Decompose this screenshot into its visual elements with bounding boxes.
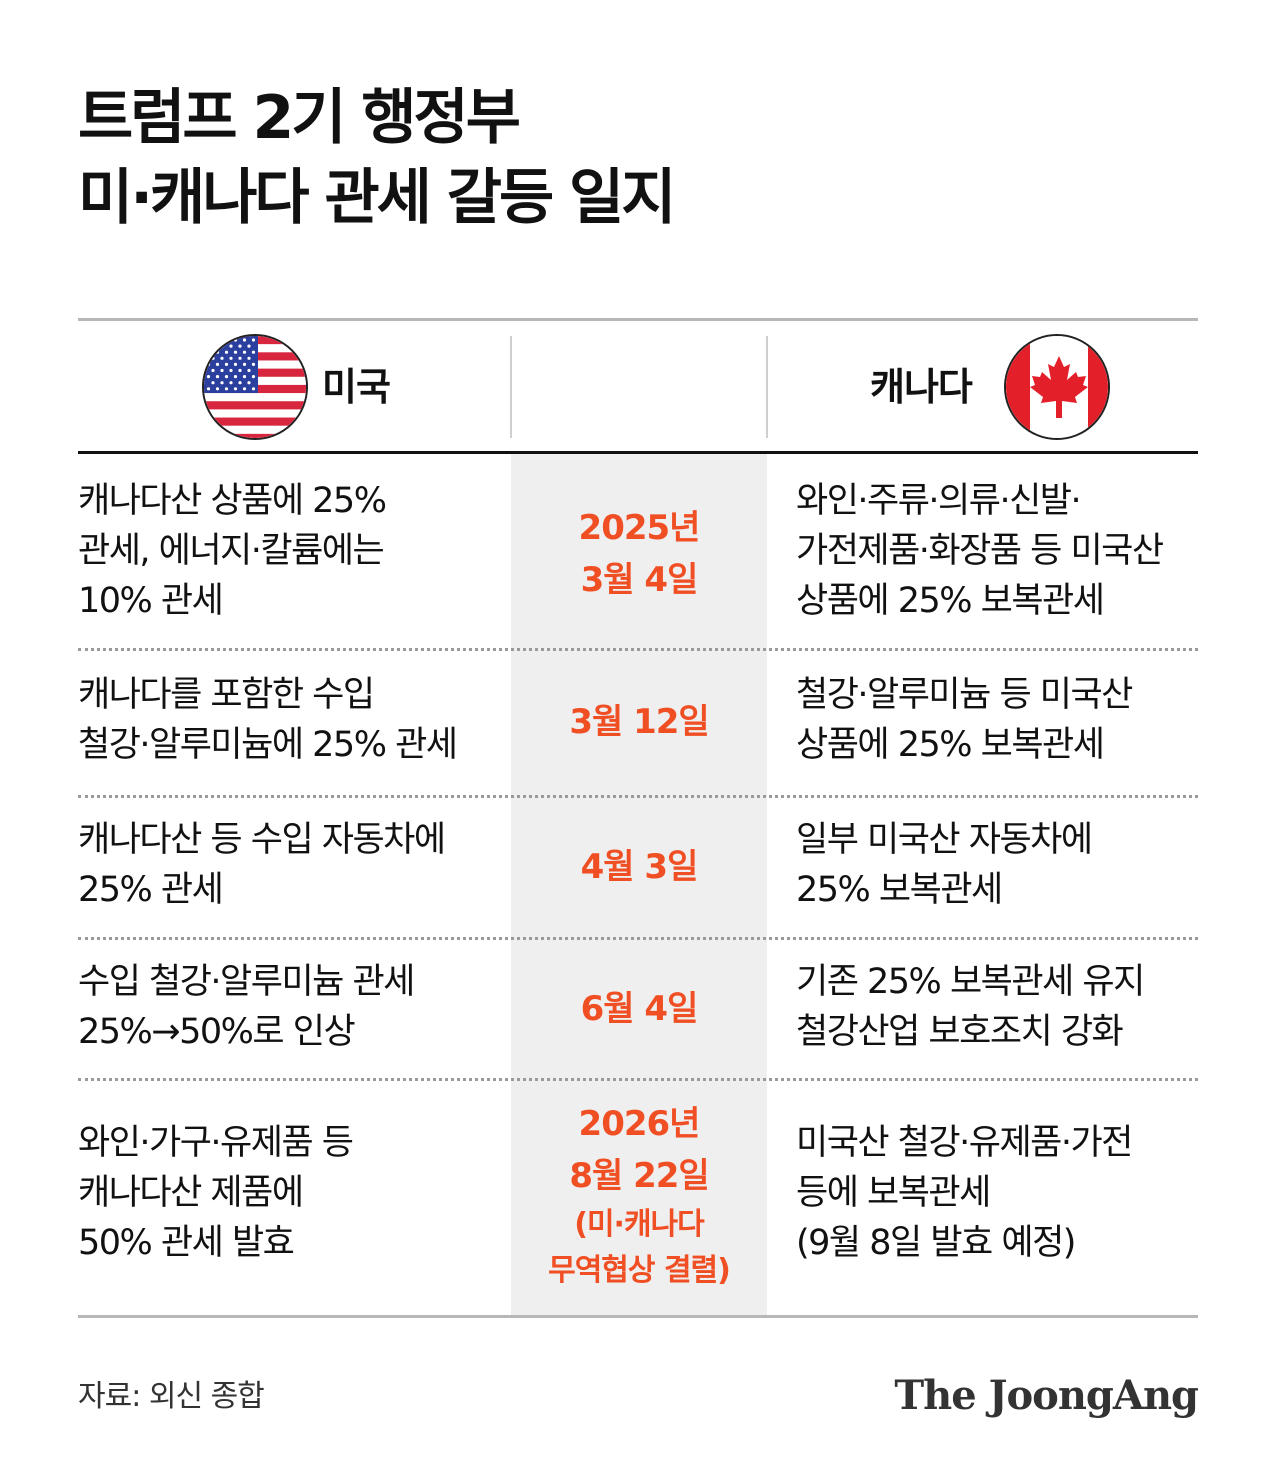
header-divider-right — [766, 336, 768, 438]
us-action: 수입 철강·알루미늄 관세 25%→50%로 인상 — [78, 962, 415, 1052]
us-country-label: 미국 — [322, 365, 391, 409]
row-divider — [78, 795, 1198, 798]
event-note: (미·캐나다 — [574, 1207, 705, 1242]
us-action: 캐나다산 상품에 25% 관세, 에너지·칼륨에는 10% 관세 — [78, 481, 387, 621]
canada-country-label: 캐나다 — [870, 365, 973, 409]
bottom-divider — [78, 1315, 1198, 1318]
event-date: 2026년 8월 22일 (미·캐나다 무역협상 결렬) — [511, 1098, 767, 1294]
us-action: 캐나다를 포함한 수입 철강·알루미늄에 25% 관세 — [78, 675, 458, 765]
event-date: 6월 4일 — [580, 989, 699, 1029]
canada-action: 와인·주류·의류·신발· 가전제품·화장품 등 미국산 상품에 25% 보복관세 — [796, 481, 1164, 621]
row-divider — [78, 937, 1198, 940]
us-action: 와인·가구·유제품 등 캐나다산 제품에 50% 관세 발효 — [78, 1123, 354, 1263]
row-divider — [78, 648, 1198, 651]
top-divider — [78, 318, 1198, 321]
canada-action: 철강·알루미늄 등 미국산 상품에 25% 보복관세 — [796, 675, 1133, 765]
page-title: 트럼프 2기 행정부 미·캐나다 관세 갈등 일지 — [78, 78, 1198, 238]
source-note: 자료: 외신 종합 — [78, 1379, 265, 1414]
table-header: 미국 캐나다 — [78, 322, 1198, 452]
canada-action: 기존 25% 보복관세 유지 철강산업 보호조치 강화 — [796, 962, 1145, 1052]
title-line-1: 트럼프 2기 행정부 — [78, 83, 521, 153]
row-divider — [78, 1078, 1198, 1081]
event-date: 4월 3일 — [580, 847, 699, 887]
header-divider — [78, 451, 1198, 454]
us-action: 캐나다산 등 수입 자동차에 25% 관세 — [78, 820, 446, 910]
brand-logo: The JoongAng — [894, 1372, 1199, 1419]
event-note: 무역협상 결렬) — [548, 1253, 731, 1288]
date-column-background — [511, 454, 767, 1316]
title-line-2: 미·캐나다 관세 갈등 일지 — [78, 163, 676, 233]
event-date: 3월 12일 — [569, 702, 709, 742]
header-divider-left — [510, 336, 512, 438]
event-date: 2025년 3월 4일 — [578, 508, 701, 600]
canada-action: 미국산 철강·유제품·가전 등에 보복관세 (9월 8일 발효 예정) — [796, 1123, 1133, 1263]
us-flag-icon — [202, 334, 308, 440]
canada-action: 일부 미국산 자동차에 25% 보복관세 — [796, 820, 1093, 910]
canada-flag-icon — [1004, 334, 1110, 440]
